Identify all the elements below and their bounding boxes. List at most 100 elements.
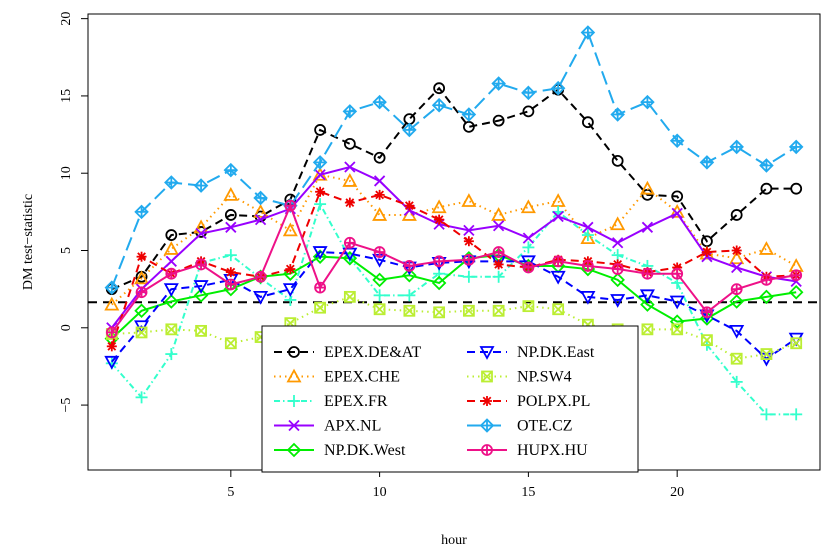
point-ote-cz xyxy=(193,178,209,193)
legend-marker xyxy=(288,395,300,407)
legend-label: NP.DK.West xyxy=(324,442,406,459)
point-apx-nl xyxy=(373,175,386,187)
point-hupx-hu xyxy=(462,253,475,266)
legend-marker xyxy=(481,444,493,456)
point-epex-fr xyxy=(224,249,237,262)
point-apx-nl xyxy=(641,221,654,233)
point-hupx-hu xyxy=(314,281,326,294)
series-hupx-hu xyxy=(105,199,803,339)
series-apx-nl xyxy=(106,161,802,334)
point-np-dk-east xyxy=(104,355,120,370)
point-epex-che xyxy=(610,216,626,231)
series-epex-de-at xyxy=(105,82,803,296)
point-ote-cz xyxy=(223,162,239,178)
legend-marker xyxy=(286,368,302,383)
point-hupx-hu xyxy=(522,261,535,274)
point-np-sw4 xyxy=(522,300,535,313)
point-ote-cz xyxy=(610,107,625,122)
legend-label: EPEX.FR xyxy=(324,393,388,410)
point-np-dk-west xyxy=(669,314,685,329)
point-ote-cz xyxy=(402,122,417,138)
x-axis-label: hour xyxy=(441,533,467,548)
point-ote-cz xyxy=(431,97,447,113)
point-np-sw4 xyxy=(701,334,713,347)
y-tick-label: 15 xyxy=(59,89,74,103)
legend-marker xyxy=(288,346,300,358)
point-epex-fr xyxy=(165,348,178,361)
point-apx-nl xyxy=(731,261,743,274)
point-np-dk-west xyxy=(372,272,387,288)
legend-item-ote-cz: OTE.CZ xyxy=(467,418,573,435)
point-hupx-hu xyxy=(790,269,803,282)
point-epex-de-at xyxy=(462,120,475,133)
point-np-sw4 xyxy=(641,323,654,336)
point-ote-cz xyxy=(521,85,536,101)
point-polpx-pl xyxy=(731,245,742,256)
point-epex-fr xyxy=(314,198,327,211)
legend-item-polpx-pl: POLPX.PL xyxy=(467,393,590,410)
point-epex-fr xyxy=(373,289,386,302)
point-np-dk-west xyxy=(164,294,179,309)
point-ote-cz xyxy=(759,158,774,173)
point-apx-nl xyxy=(344,161,356,173)
y-tick-label: 0 xyxy=(59,324,74,331)
point-epex-fr xyxy=(135,391,148,404)
point-polpx-pl xyxy=(374,189,385,200)
y-tick-label: 10 xyxy=(59,166,74,180)
x-tick-label: 5 xyxy=(227,485,234,500)
point-np-sw4 xyxy=(760,348,773,360)
point-np-dk-east xyxy=(729,324,745,339)
point-epex-de-at xyxy=(433,82,446,95)
point-epex-che xyxy=(461,193,477,207)
point-epex-de-at xyxy=(314,124,326,136)
point-hupx-hu xyxy=(165,267,178,280)
point-epex-de-at xyxy=(165,229,178,241)
point-apx-nl xyxy=(612,237,624,249)
point-epex-de-at xyxy=(730,209,743,221)
point-ote-cz xyxy=(164,175,179,190)
point-epex-fr xyxy=(462,270,475,283)
legend-label: NP.SW4 xyxy=(517,369,572,386)
point-hupx-hu xyxy=(105,326,118,339)
y-tick-label: 20 xyxy=(59,12,74,26)
point-epex-de-at xyxy=(492,114,505,127)
point-hupx-hu xyxy=(343,236,356,249)
point-apx-nl xyxy=(492,220,505,232)
point-hupx-hu xyxy=(730,283,743,296)
point-epex-de-at xyxy=(671,190,684,203)
point-ote-cz xyxy=(342,104,358,119)
point-apx-nl xyxy=(552,210,564,223)
point-hupx-hu xyxy=(254,270,267,283)
point-epex-fr xyxy=(492,270,505,283)
series-line-polpx-pl xyxy=(110,190,797,347)
point-np-dk-west xyxy=(312,249,328,264)
point-apx-nl xyxy=(254,213,267,226)
point-epex-de-at xyxy=(790,182,803,195)
point-epex-che xyxy=(788,258,804,272)
point-apx-nl xyxy=(165,255,177,267)
point-epex-che xyxy=(431,199,447,214)
point-np-dk-west xyxy=(193,288,209,303)
y-axis-label: DM test−statistic xyxy=(21,194,36,290)
legend-label: OTE.CZ xyxy=(517,418,573,435)
point-polpx-pl xyxy=(315,186,326,197)
point-epex-che xyxy=(134,270,150,285)
legend-label: APX.NL xyxy=(324,418,381,435)
point-hupx-hu xyxy=(373,246,386,258)
point-epex-che xyxy=(372,207,388,221)
point-polpx-pl xyxy=(434,214,445,225)
point-np-sw4 xyxy=(224,337,237,350)
point-hupx-hu xyxy=(760,273,773,286)
point-np-sw4 xyxy=(343,290,356,303)
point-np-dk-west xyxy=(759,289,774,305)
legend: EPEX.DE&AT EPEX.CHE EPEX.FR APX.NL NP.DK.Wes… xyxy=(261,325,639,473)
point-np-dk-east xyxy=(669,295,685,310)
point-np-dk-east xyxy=(520,255,536,270)
legend-item-np-sw4: NP.SW4 xyxy=(467,369,572,386)
point-ote-cz xyxy=(253,190,268,206)
point-hupx-hu xyxy=(552,255,565,268)
point-ote-cz xyxy=(788,139,804,155)
point-np-dk-west xyxy=(431,275,447,291)
point-polpx-pl xyxy=(225,267,236,278)
